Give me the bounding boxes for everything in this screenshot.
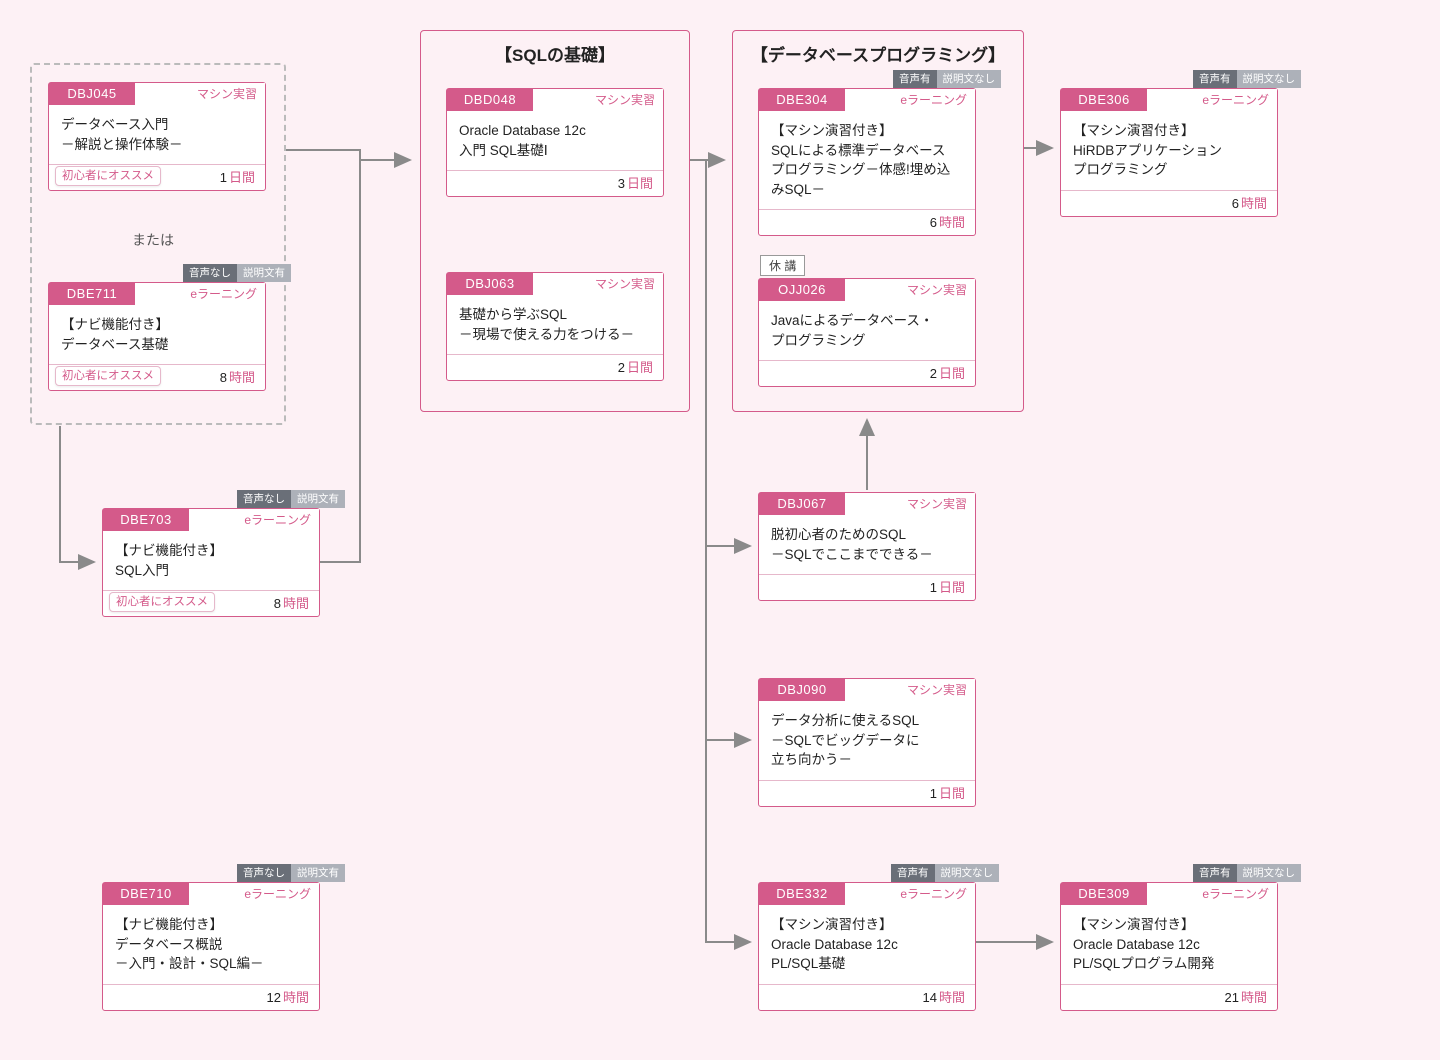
- course-title: 脱初心者のためのSQL －SQLでここまでできる－: [759, 515, 975, 574]
- course-duration: 1日間: [930, 781, 975, 806]
- course-card-dbj063[interactable]: DBJ063マシン実習基礎から学ぶSQL －現場で使える力をつける－2日間: [446, 272, 664, 381]
- course-code: DBJ090: [759, 679, 845, 701]
- course-code: DBE309: [1061, 883, 1147, 905]
- course-duration: 6時間: [1232, 191, 1277, 216]
- course-title: Oracle Database 12c 入門 SQL基礎Ⅰ: [447, 111, 663, 170]
- recommended-badge: 初心者にオススメ: [109, 592, 215, 612]
- course-card-dbj067[interactable]: DBJ067マシン実習脱初心者のためのSQL －SQLでここまでできる－1日間: [758, 492, 976, 601]
- course-code: DBE304: [759, 89, 845, 111]
- course-code: DBE332: [759, 883, 845, 905]
- course-duration: 8時間: [220, 365, 265, 390]
- or-label: または: [132, 230, 174, 250]
- course-card-dbe711[interactable]: DBE711eラーニング【ナビ機能付き】 データベース基礎初心者にオススメ 8時間: [48, 282, 266, 391]
- course-tag: マシン実習: [845, 493, 975, 515]
- course-code: DBJ045: [49, 83, 135, 105]
- course-card-dbe309[interactable]: DBE309eラーニング【マシン演習付き】 Oracle Database 12…: [1060, 882, 1278, 1011]
- audio-badge-b-dbe304: 音声有説明文なし: [893, 70, 1001, 88]
- group-title: 【データベースプログラミング】: [733, 31, 1023, 72]
- course-card-dbd048[interactable]: DBD048マシン実習Oracle Database 12c 入門 SQL基礎Ⅰ…: [446, 88, 664, 197]
- course-duration: 12時間: [267, 985, 319, 1010]
- course-code: DBE703: [103, 509, 189, 531]
- course-title: 基礎から学ぶSQL －現場で使える力をつける－: [447, 295, 663, 354]
- course-tag: マシン実習: [135, 83, 265, 105]
- course-duration: 14時間: [923, 985, 975, 1010]
- status-tag-suspended: 休 講: [760, 255, 805, 276]
- course-duration: 1日間: [220, 165, 265, 190]
- course-code: DBJ067: [759, 493, 845, 515]
- course-code: DBE306: [1061, 89, 1147, 111]
- course-card-dbe306[interactable]: DBE306eラーニング【マシン演習付き】 HiRDBアプリケーション プログラ…: [1060, 88, 1278, 217]
- course-title: データベース入門 －解説と操作体験－: [49, 105, 265, 164]
- course-card-dbj090[interactable]: DBJ090マシン実習データ分析に使えるSQL －SQLでビッグデータに 立ち向…: [758, 678, 976, 807]
- course-duration: 8時間: [274, 591, 319, 616]
- course-code: OJJ026: [759, 279, 845, 301]
- course-tag: マシン実習: [533, 89, 663, 111]
- course-tag: eラーニング: [189, 883, 319, 905]
- course-duration: 2日間: [618, 355, 663, 380]
- course-title: 【マシン演習付き】 SQLによる標準データベース プログラミング－体感!埋め込み…: [759, 111, 975, 209]
- course-duration: 21時間: [1225, 985, 1277, 1010]
- course-title: 【ナビ機能付き】 データベース基礎: [49, 305, 265, 364]
- course-duration: 6時間: [930, 210, 975, 235]
- course-card-ojj026[interactable]: OJJ026マシン実習Javaによるデータベース・ プログラミング2日間: [758, 278, 976, 387]
- audio-badge-b-dbe309: 音声有説明文なし: [1193, 864, 1301, 882]
- course-card-dbe332[interactable]: DBE332eラーニング【マシン演習付き】 Oracle Database 12…: [758, 882, 976, 1011]
- course-duration: 2日間: [930, 361, 975, 386]
- course-title: データ分析に使えるSQL －SQLでビッグデータに 立ち向かう－: [759, 701, 975, 780]
- course-tag: eラーニング: [1147, 883, 1277, 905]
- course-tag: eラーニング: [1147, 89, 1277, 111]
- audio-badge-b-dbe332: 音声有説明文なし: [891, 864, 999, 882]
- course-title: Javaによるデータベース・ プログラミング: [759, 301, 975, 360]
- course-card-dbe703[interactable]: DBE703eラーニング【ナビ機能付き】 SQL入門初心者にオススメ 8時間: [102, 508, 320, 617]
- course-code: DBJ063: [447, 273, 533, 295]
- audio-badge-b-dbe306: 音声有説明文なし: [1193, 70, 1301, 88]
- recommended-badge: 初心者にオススメ: [55, 366, 161, 386]
- course-code: DBD048: [447, 89, 533, 111]
- course-tag: マシン実習: [845, 279, 975, 301]
- course-tag: マシン実習: [845, 679, 975, 701]
- audio-badge-b-dbe710: 音声なし説明文有: [237, 864, 345, 882]
- course-title: 【マシン演習付き】 Oracle Database 12c PL/SQLプログラ…: [1061, 905, 1277, 984]
- audio-badge-b-dbe703: 音声なし説明文有: [237, 490, 345, 508]
- course-tag: eラーニング: [135, 283, 265, 305]
- course-title: 【マシン演習付き】 Oracle Database 12c PL/SQL基礎: [759, 905, 975, 984]
- course-duration: 1日間: [930, 575, 975, 600]
- course-code: DBE711: [49, 283, 135, 305]
- course-tag: eラーニング: [845, 883, 975, 905]
- course-tag: マシン実習: [533, 273, 663, 295]
- course-tag: eラーニング: [845, 89, 975, 111]
- course-tag: eラーニング: [189, 509, 319, 531]
- course-card-dbj045[interactable]: DBJ045マシン実習データベース入門 －解説と操作体験－初心者にオススメ 1日間: [48, 82, 266, 191]
- course-title: 【マシン演習付き】 HiRDBアプリケーション プログラミング: [1061, 111, 1277, 190]
- course-code: DBE710: [103, 883, 189, 905]
- audio-badge-b-dbe711: 音声なし説明文有: [183, 264, 291, 282]
- course-title: 【ナビ機能付き】 SQL入門: [103, 531, 319, 590]
- course-duration: 3日間: [618, 171, 663, 196]
- course-card-dbe304[interactable]: DBE304eラーニング【マシン演習付き】 SQLによる標準データベース プログ…: [758, 88, 976, 236]
- course-card-dbe710[interactable]: DBE710eラーニング【ナビ機能付き】 データベース概説 －入門・設計・SQL…: [102, 882, 320, 1011]
- course-title: 【ナビ機能付き】 データベース概説 －入門・設計・SQL編－: [103, 905, 319, 984]
- group-title: 【SQLの基礎】: [421, 31, 689, 72]
- recommended-badge: 初心者にオススメ: [55, 166, 161, 186]
